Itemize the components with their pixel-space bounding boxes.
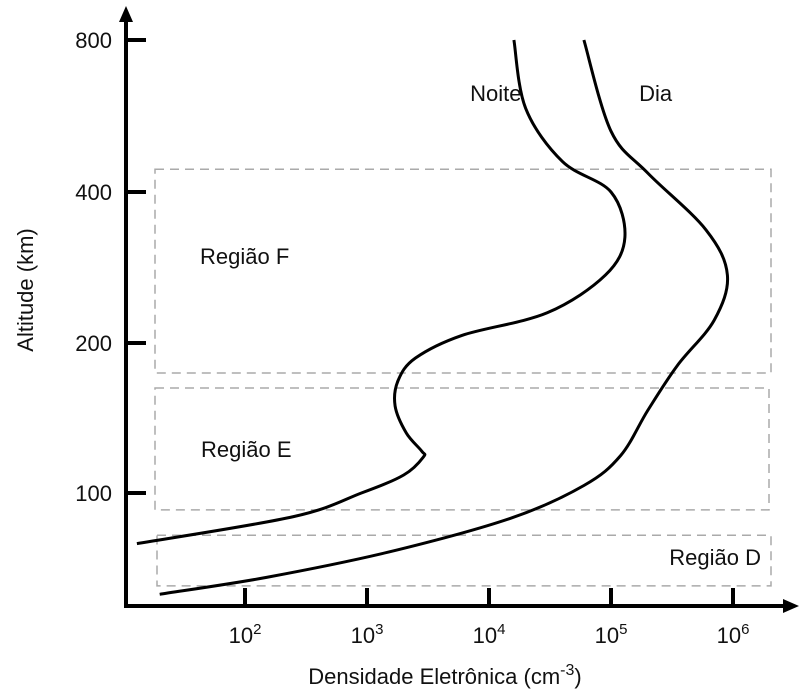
y-tick-label: 200 <box>75 331 112 356</box>
regiao-e-box <box>154 387 770 511</box>
curves-layer <box>136 39 730 596</box>
x-tick-label: 105 <box>595 621 628 648</box>
y-tick-label: 100 <box>75 481 112 506</box>
x-tick-label: 104 <box>473 621 506 648</box>
axes <box>119 6 799 613</box>
labels-layer: Noite Dia Região F Região E Região D <box>200 81 761 570</box>
y-axis-arrow-icon <box>119 6 133 22</box>
ticks-layer: 100 200 400 800 102 103 104 105 106 <box>75 28 749 648</box>
y-axis-title: Altitude (km) <box>13 228 38 351</box>
regiao-e-label: Região E <box>201 437 292 462</box>
regiao-f-label: Região F <box>200 244 289 269</box>
y-tick-label: 800 <box>75 28 112 53</box>
noite-label: Noite <box>470 81 521 106</box>
x-axis-arrow-icon <box>783 599 799 613</box>
dia-label: Dia <box>639 81 673 106</box>
regiao-d-label: Região D <box>669 545 761 570</box>
x-tick-label: 103 <box>351 621 384 648</box>
regiao-f-box <box>154 168 772 374</box>
dia-curve <box>159 39 730 596</box>
regions-layer <box>154 168 772 587</box>
x-tick-label: 106 <box>717 621 750 648</box>
regiao-d-box <box>156 534 772 587</box>
noite-curve <box>136 39 627 546</box>
y-tick-label: 400 <box>75 180 112 205</box>
x-axis-title: Densidade Eletrônica (cm-3) <box>308 662 581 689</box>
x-tick-label: 102 <box>229 621 262 648</box>
